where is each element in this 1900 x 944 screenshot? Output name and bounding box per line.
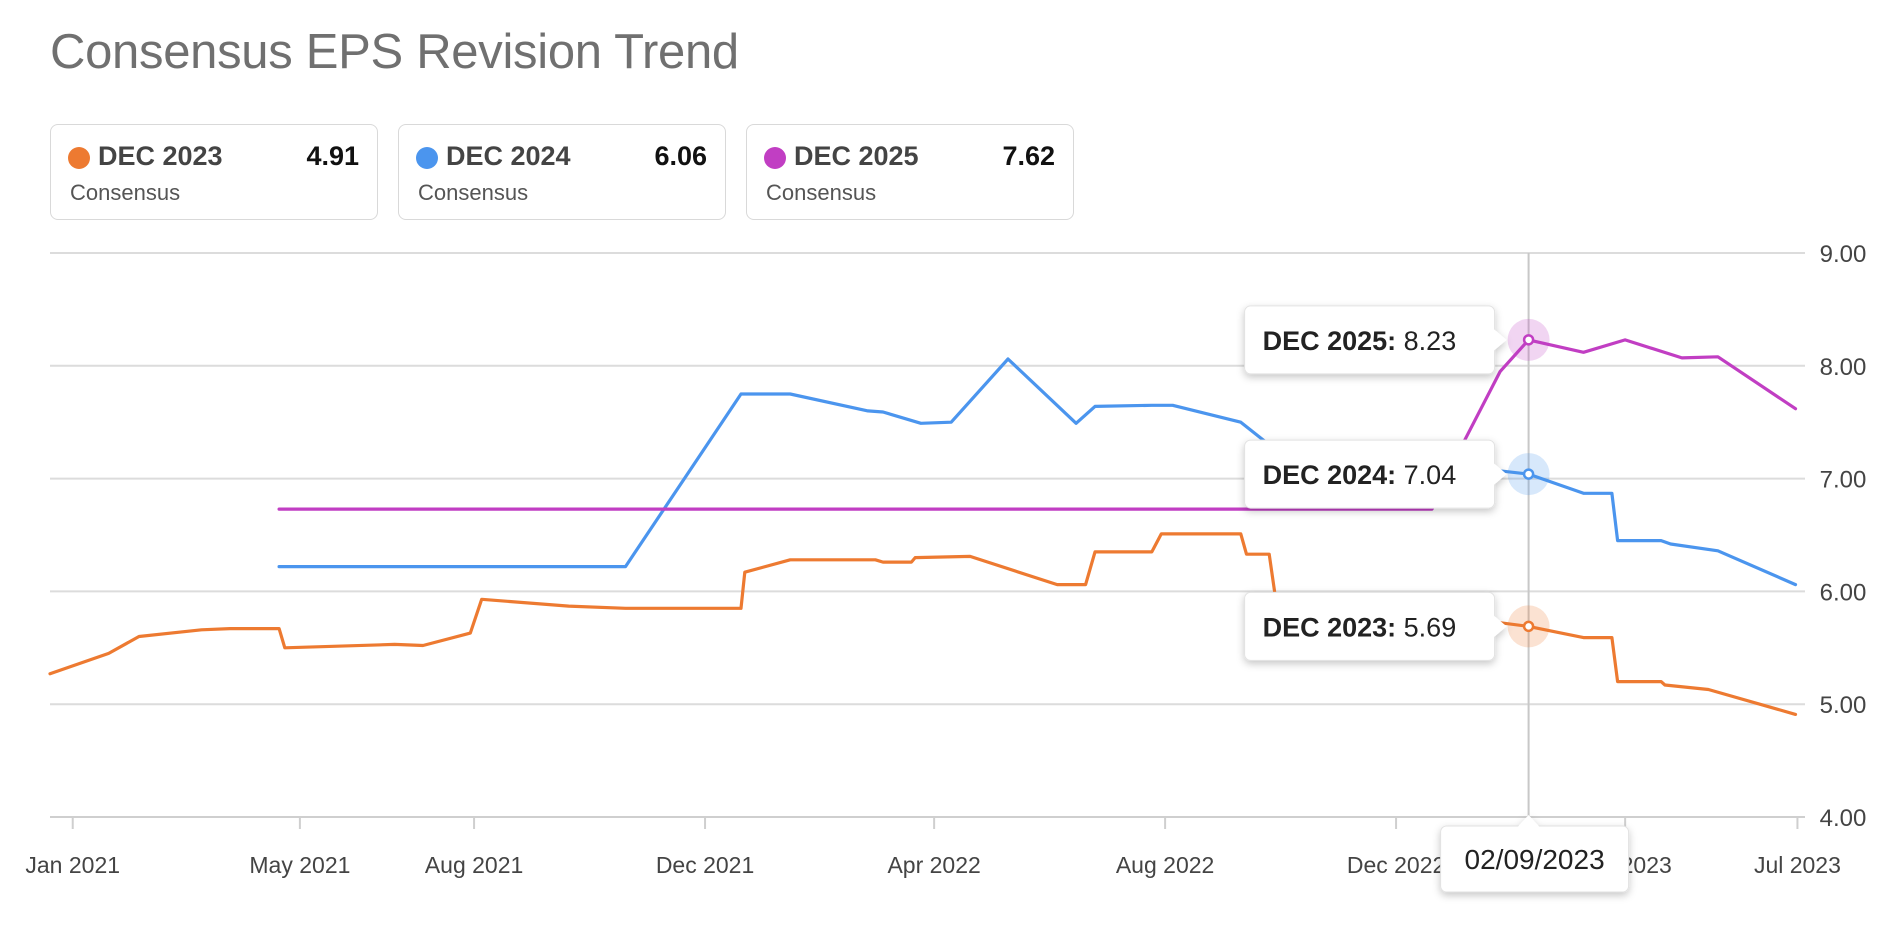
hover-point-marker [1522, 334, 1535, 346]
legend-card-dec-2025[interactable]: DEC 2025 7.62 Consensus [746, 124, 1074, 220]
series-dot-icon [68, 147, 90, 169]
series-tooltip [1244, 591, 1507, 661]
legend-card-dec-2024[interactable]: DEC 2024 6.06 Consensus [398, 124, 726, 220]
y-tick-label: 4.00 [1820, 805, 1867, 832]
legend-series-value: 6.06 [654, 141, 707, 171]
legend-series-sub: Consensus [70, 180, 181, 205]
y-tick-label: 7.00 [1820, 467, 1867, 494]
hover-point-marker [1522, 468, 1535, 480]
hover-date-label: 02/09/2023 [1465, 844, 1605, 875]
legend-series-name: DEC 2023 [98, 141, 223, 171]
tooltip-text: DEC 2024: 7.04 [1263, 460, 1457, 490]
tooltip-series-label: DEC 2025: [1263, 326, 1397, 356]
tooltip-series-label: DEC 2024: [1263, 460, 1397, 490]
legend-series-value: 4.91 [306, 141, 359, 171]
legend-series-value: 7.62 [1002, 141, 1055, 171]
legend: DEC 2023 4.91 Consensus DEC 2024 6.06 Co… [50, 124, 1074, 220]
series-tooltip [1244, 439, 1507, 509]
legend-series-name: DEC 2024 [446, 141, 571, 171]
series-line-dec-2024[interactable] [277, 357, 1798, 587]
legend-series-sub: Consensus [766, 180, 877, 205]
x-tick-label: Aug 2022 [1116, 852, 1214, 878]
x-tick-label: Dec 2022 [1347, 852, 1445, 878]
x-tick-label: Jul 2023 [1754, 852, 1841, 878]
series-line-dec-2023[interactable] [48, 532, 1798, 717]
hover-point-marker [1522, 620, 1535, 633]
x-tick-label: Jan 2021 [25, 852, 120, 878]
y-tick-label: 5.00 [1820, 692, 1867, 719]
y-tick-label: 6.00 [1820, 579, 1867, 606]
legend-series-name: DEC 2025 [794, 141, 919, 171]
series-dot-icon [416, 147, 438, 169]
chart-title: Consensus EPS Revision Trend [50, 25, 739, 79]
tooltip-text: DEC 2025: 8.23 [1263, 326, 1457, 356]
y-tick-label: 9.00 [1820, 241, 1867, 268]
tooltip-series-value: 7.04 [1396, 460, 1456, 490]
tooltip-series-value: 8.23 [1396, 326, 1456, 356]
x-tick-label: Dec 2021 [656, 852, 754, 878]
x-tick-label: Aug 2021 [425, 852, 523, 878]
tooltip-series-value: 5.69 [1396, 612, 1456, 642]
y-tick-label: 8.00 [1820, 354, 1867, 381]
tooltip-series-label: DEC 2023: [1263, 612, 1397, 642]
date-tooltip [1440, 815, 1630, 893]
series-tooltip [1244, 305, 1507, 375]
legend-series-sub: Consensus [418, 180, 529, 205]
x-tick-label: May 2021 [249, 852, 350, 878]
legend-card-dec-2023[interactable]: DEC 2023 4.91 Consensus [50, 124, 378, 220]
x-tick-label: Apr 2022 [887, 852, 980, 878]
tooltip-text: DEC 2023: 5.69 [1263, 612, 1457, 642]
series-dot-icon [764, 147, 786, 169]
